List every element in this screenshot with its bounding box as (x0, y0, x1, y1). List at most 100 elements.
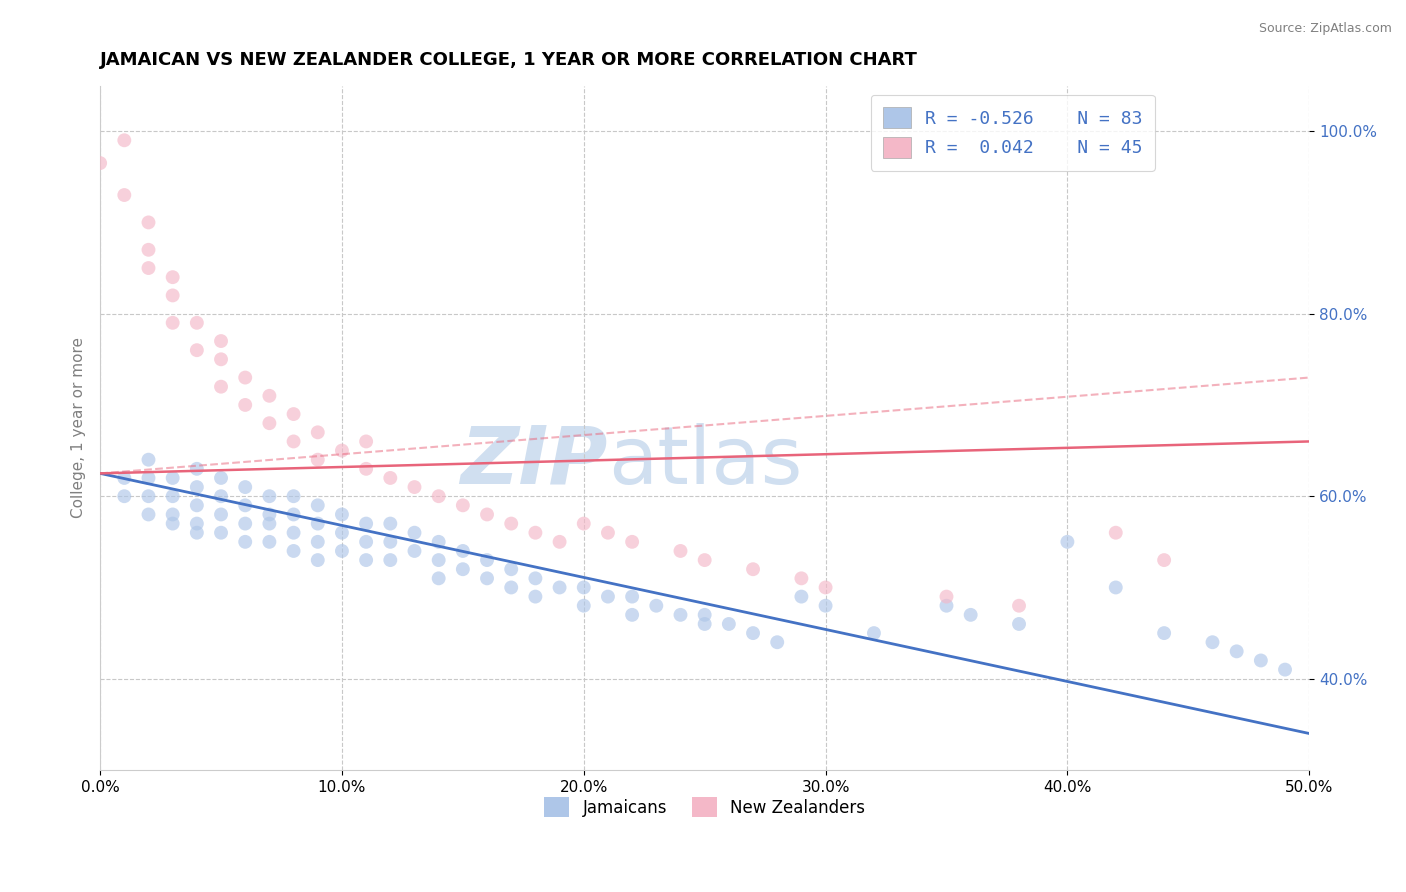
Point (209, 489, 232, 503)
Y-axis label: College, 1 year or more: College, 1 year or more (72, 337, 86, 518)
Point (572, 581, 595, 595)
Point (669, 607, 692, 622)
Point (380, 471, 402, 485)
Point (863, 626, 886, 640)
Point (427, 489, 450, 503)
Text: JAMAICAN VS NEW ZEALANDER COLLEGE, 1 YEAR OR MORE CORRELATION CHART: JAMAICAN VS NEW ZEALANDER COLLEGE, 1 YEA… (100, 51, 918, 69)
Point (1008, 617, 1031, 632)
Point (233, 480, 256, 494)
Point (259, 489, 281, 503)
Point (138, 508, 160, 522)
Point (1153, 626, 1175, 640)
Point (354, 462, 377, 476)
Point (307, 516, 329, 531)
Point (621, 534, 644, 549)
Point (404, 544, 426, 558)
Point (233, 534, 256, 549)
Point (935, 599, 957, 613)
Point (451, 544, 474, 558)
Point (162, 316, 184, 330)
Point (233, 370, 256, 384)
Point (307, 425, 329, 440)
Point (669, 544, 692, 558)
Point (138, 260, 160, 275)
Point (475, 553, 498, 567)
Point (1226, 644, 1249, 658)
Point (354, 434, 377, 449)
Point (501, 516, 523, 531)
Point (209, 380, 232, 394)
Point (283, 407, 305, 421)
Point (621, 607, 644, 622)
Point (427, 534, 450, 549)
Point (186, 499, 208, 513)
Point (138, 243, 160, 257)
Point (259, 389, 281, 403)
Point (233, 499, 256, 513)
Text: atlas: atlas (607, 423, 803, 501)
Point (524, 590, 547, 604)
Point (790, 571, 813, 585)
Point (330, 544, 353, 558)
Point (138, 471, 160, 485)
Point (548, 534, 571, 549)
Point (1153, 553, 1175, 567)
Point (89, 156, 111, 170)
Point (572, 599, 595, 613)
Point (380, 516, 402, 531)
Point (112, 188, 135, 202)
Point (814, 581, 837, 595)
Point (307, 452, 329, 467)
Point (742, 626, 765, 640)
Point (354, 553, 377, 567)
Point (475, 508, 498, 522)
Point (354, 534, 377, 549)
Point (621, 590, 644, 604)
Point (524, 571, 547, 585)
Point (693, 607, 716, 622)
Point (112, 489, 135, 503)
Point (790, 590, 813, 604)
Point (162, 516, 184, 531)
Point (307, 499, 329, 513)
Point (451, 562, 474, 576)
Point (380, 553, 402, 567)
Point (501, 562, 523, 576)
Point (427, 571, 450, 585)
Point (766, 635, 789, 649)
Point (1201, 635, 1223, 649)
Point (814, 599, 837, 613)
Point (162, 489, 184, 503)
Point (501, 581, 523, 595)
Point (259, 534, 281, 549)
Point (330, 443, 353, 458)
Point (1105, 525, 1128, 540)
Point (259, 508, 281, 522)
Point (524, 525, 547, 540)
Point (935, 590, 957, 604)
Point (138, 215, 160, 229)
Text: ZIP: ZIP (461, 423, 607, 501)
Point (693, 553, 716, 567)
Point (162, 270, 184, 285)
Point (259, 416, 281, 430)
Point (717, 617, 740, 632)
Point (596, 525, 619, 540)
Point (209, 525, 232, 540)
Point (162, 508, 184, 522)
Point (959, 607, 981, 622)
Point (742, 562, 765, 576)
Point (404, 480, 426, 494)
Point (283, 544, 305, 558)
Point (209, 508, 232, 522)
Point (283, 434, 305, 449)
Point (596, 590, 619, 604)
Point (330, 525, 353, 540)
Point (1250, 653, 1272, 667)
Point (112, 471, 135, 485)
Point (186, 462, 208, 476)
Point (307, 534, 329, 549)
Point (354, 516, 377, 531)
Point (330, 508, 353, 522)
Legend: Jamaicans, New Zealanders: Jamaicans, New Zealanders (537, 790, 872, 823)
